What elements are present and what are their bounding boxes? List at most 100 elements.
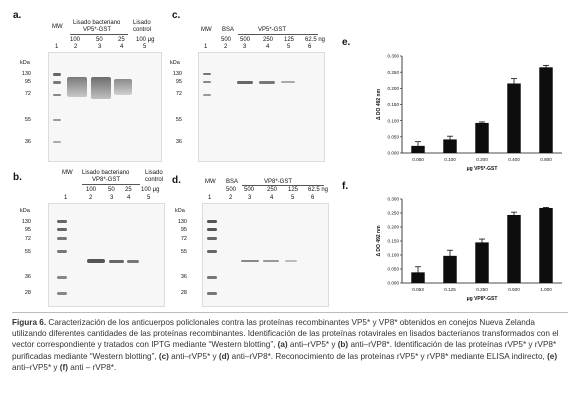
sample-band [87, 259, 105, 263]
chart-f: 0.000 0.050 0.100 0.150 0.200 0.250 0.300 Δ DO … [350, 193, 570, 310]
amount-d-1: 500 [226, 187, 237, 193]
x-axis-label: μg VP8*-GST [467, 296, 498, 302]
y-tick-label: 0.150 [388, 102, 400, 107]
mw-band [207, 220, 217, 223]
x-tick-label: 0.200 [476, 157, 488, 162]
marker-b-95: 95 [24, 227, 31, 233]
lane-a-5: 5 [143, 44, 147, 50]
amount-b-1: 100 [86, 187, 97, 193]
mw-band [203, 73, 211, 75]
lane-a-1: 1 [55, 44, 59, 50]
lane-c-6: 6 [308, 44, 312, 50]
mw-band [203, 94, 211, 96]
lane-d-6: 6 [311, 195, 315, 201]
mw-band [57, 228, 67, 231]
header-gst-b: VP8*-GST [92, 177, 121, 183]
x-tick-label: 0.063 [412, 287, 424, 292]
header-control-a: Lisado [133, 20, 151, 26]
marker-c-130: 130 [172, 71, 182, 77]
header-rule-a [70, 34, 128, 35]
header-rule-d [242, 185, 324, 186]
marker-a-72: 72 [24, 91, 31, 97]
amount-c-2: 500 [240, 37, 251, 43]
amount-b-2: 50 [108, 187, 115, 193]
x-tick-label: 0.100 [444, 157, 456, 162]
panel-letter-f: f. [342, 181, 349, 192]
y-tick-label: 0.250 [388, 211, 400, 216]
marker-c-55: 55 [175, 117, 182, 123]
x-tick-label: 0.125 [444, 287, 456, 292]
caption-text: anti – rVP8*. [67, 362, 117, 372]
marker-d-36: 36 [180, 274, 187, 280]
y-tick-label: 0.150 [388, 239, 400, 244]
amount-d-3: 250 [267, 187, 278, 193]
header-rule-b [82, 184, 140, 185]
mw-band [207, 292, 217, 295]
lane-c-4: 4 [266, 44, 270, 50]
marker-b-28: 28 [24, 290, 31, 296]
lane-a-2: 2 [74, 44, 78, 50]
caption-ref-b: (b) [337, 340, 349, 350]
sample-band [67, 77, 87, 97]
x-tick-label: 1.000 [540, 287, 552, 292]
sample-band [263, 260, 279, 262]
sample-band [109, 260, 124, 263]
lane-b-4: 4 [127, 195, 131, 201]
header-lisado-b: Lisado bacteriano [82, 170, 130, 176]
mw-band [207, 228, 217, 231]
lane-d-3: 3 [248, 195, 252, 201]
header-rule-c [238, 34, 318, 35]
marker-a-36: 36 [24, 139, 31, 145]
bar [443, 255, 457, 283]
y-tick-label: 0.100 [388, 118, 400, 123]
caption-rule [12, 312, 568, 313]
amount-c-5: 62.5 ng [305, 37, 326, 43]
lane-a-3: 3 [98, 44, 102, 50]
header-mw-a: MW [52, 24, 63, 30]
header-lisado-a: Lisado bacteriano [73, 20, 121, 26]
x-axis-label: μg VP5*-GST [467, 166, 498, 172]
lane-b-3: 3 [110, 195, 114, 201]
x-tick-label: 0.050 [412, 157, 424, 162]
panel-letter-d: d. [172, 175, 181, 186]
caption-figure-label: Figura 6. [12, 318, 47, 327]
y-tick-label: 0.300 [388, 197, 400, 202]
lane-d-1: 1 [208, 195, 212, 201]
mw-band [203, 81, 211, 83]
amount-c-4: 125 [284, 37, 295, 43]
caption-ref-f: (f) [59, 362, 68, 372]
marker-a-130: 130 [21, 71, 31, 77]
lane-c-5: 5 [287, 44, 291, 50]
amount-d-2: 500 [244, 187, 255, 193]
marker-a-95: 95 [24, 79, 31, 85]
marker-a-55: 55 [24, 117, 31, 123]
caption-ref-e: (e) [547, 351, 558, 361]
bar [507, 83, 521, 153]
lane-c-3: 3 [243, 44, 247, 50]
blot-a [48, 52, 162, 162]
x-tick-label: 0.400 [508, 157, 520, 162]
mw-band [57, 220, 67, 223]
marker-d-55: 55 [180, 249, 187, 255]
lane-d-5: 5 [291, 195, 295, 201]
amount-b-3: 25 [125, 187, 132, 193]
marker-b-130: 130 [21, 219, 31, 225]
y-tick-label: 0.200 [388, 225, 400, 230]
mw-band [57, 276, 67, 279]
kda-label-b: kDa [20, 208, 30, 214]
header-gst-d: VP8*-GST [264, 179, 293, 185]
chart-e: 0.000 0.050 0.100 0.150 0.200 0.250 0.300 Δ DO … [350, 50, 570, 180]
marker-d-72: 72 [180, 236, 187, 242]
caption-text: anti–rVP5* y [12, 362, 60, 372]
amount-c-1: 500 [221, 37, 232, 43]
figure-caption: Figura 6. Caracterización de los anticue… [12, 317, 568, 373]
mw-band [53, 119, 61, 121]
amount-a-4: 100 μg [136, 37, 155, 43]
blot-c [198, 52, 325, 162]
mw-band [207, 276, 217, 279]
x-tick-label: 0.800 [540, 157, 552, 162]
marker-d-95: 95 [180, 227, 187, 233]
lane-c-1: 1 [204, 44, 208, 50]
lane-b-1: 1 [64, 195, 68, 201]
kda-label-c: kDa [170, 60, 180, 66]
